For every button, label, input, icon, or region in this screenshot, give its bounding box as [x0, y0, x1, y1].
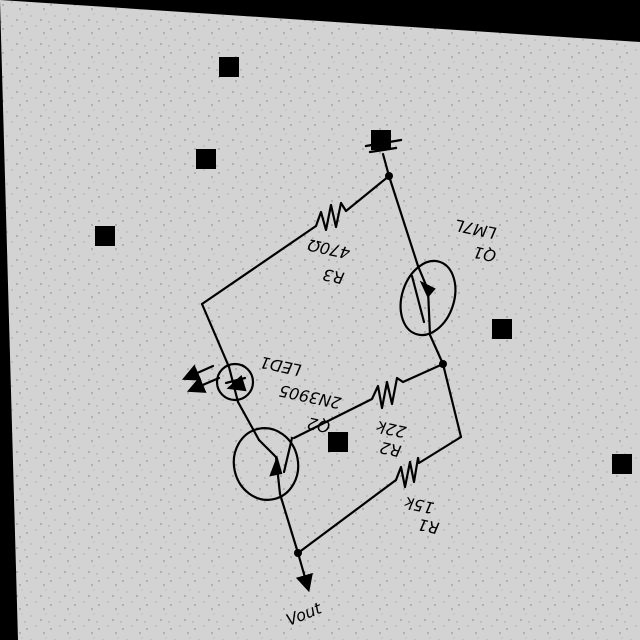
wire-left-to-led [200, 302, 231, 369]
r1-name-label: R1 [416, 515, 441, 538]
labels: R3 470Ω Q1 LM7L LED1 Q2 2N3905 R2 22k R1… [258, 215, 498, 629]
q2-name-label: Q2 [306, 413, 332, 436]
wires [200, 152, 463, 593]
noise-square [219, 57, 239, 77]
noise-square [196, 149, 216, 169]
wire-r1-to-bottom [296, 478, 398, 555]
transistor-q1-icon [399, 259, 457, 337]
supply-symbol [364, 138, 403, 154]
resistor-r1 [394, 456, 421, 489]
junction-dot [385, 172, 393, 180]
junction-dot [439, 360, 447, 368]
wire-led-to-q2 [236, 400, 261, 442]
resistor-r3 [314, 201, 347, 232]
wire-right-top [387, 174, 420, 268]
noise-square [371, 130, 391, 150]
wire-vout [295, 551, 313, 593]
noise-square [328, 432, 348, 452]
resistor-r2 [371, 376, 404, 410]
noise-square [612, 454, 632, 474]
wire-node-down [441, 362, 463, 439]
junction-dot [294, 549, 302, 557]
wire-q2-to-bottom [278, 492, 300, 555]
r2-name-label: R2 [378, 438, 403, 461]
q1-name-label: Q1 [472, 242, 498, 265]
wire-r2-to-q2 [292, 397, 374, 440]
wire-q1-to-node [428, 333, 445, 366]
noise-square [492, 319, 512, 339]
r3-name-label: R3 [321, 265, 346, 288]
noise-square [95, 226, 115, 246]
wire-top-left [200, 224, 318, 306]
led-icon [181, 362, 255, 404]
transistor-q2-icon [232, 427, 300, 501]
wire-top-right [344, 174, 391, 213]
wire-node-to-r2 [401, 362, 445, 384]
wire-right-to-r1 [417, 435, 463, 465]
